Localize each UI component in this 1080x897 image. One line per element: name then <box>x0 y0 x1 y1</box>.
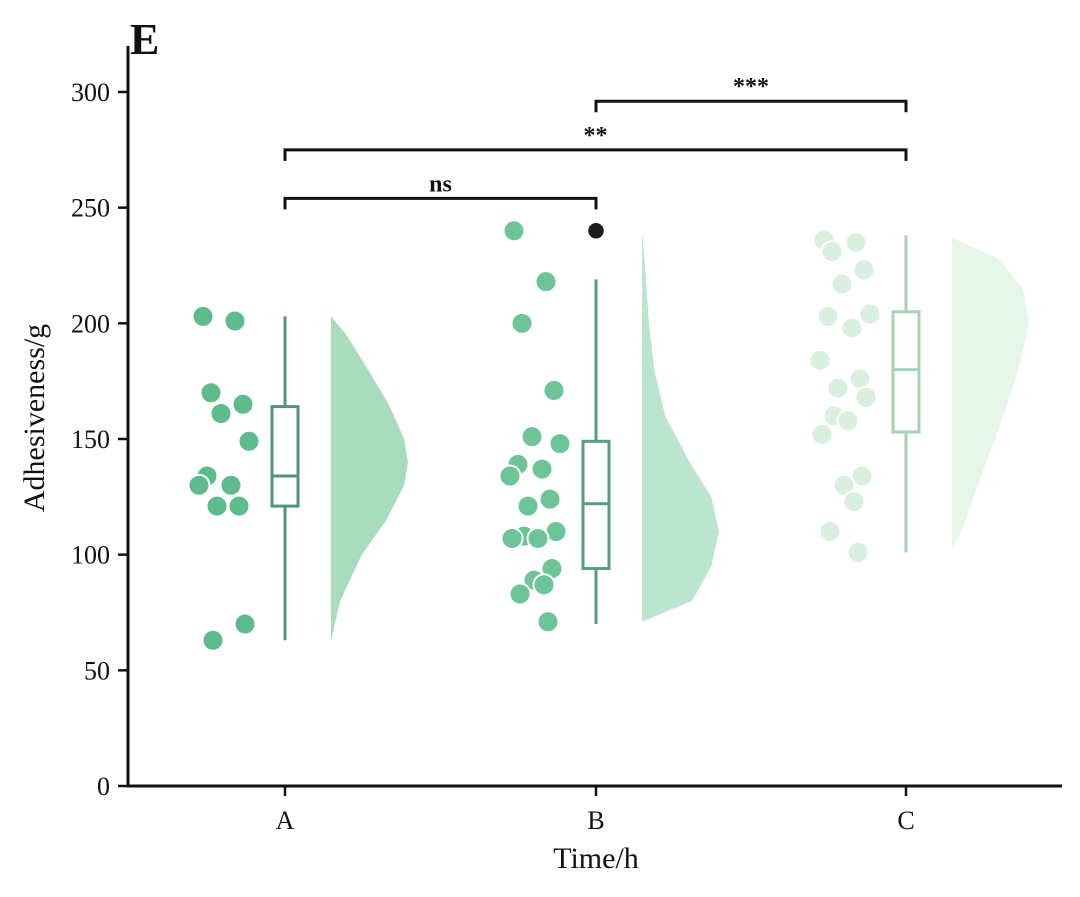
panel-label: E <box>130 15 159 64</box>
outlier-point <box>586 221 606 241</box>
data-point <box>844 230 868 254</box>
data-point <box>498 464 522 488</box>
data-point <box>846 540 870 564</box>
data-point <box>516 494 540 518</box>
data-point <box>508 582 532 606</box>
box-C <box>891 310 921 434</box>
y-tick-label: 300 <box>71 78 110 107</box>
data-point <box>842 489 866 513</box>
x-tick-label: B <box>587 806 604 835</box>
data-point <box>840 316 864 340</box>
data-point <box>808 348 832 372</box>
data-point <box>858 302 882 326</box>
significance-label: *** <box>733 74 769 100</box>
data-point <box>237 429 261 453</box>
data-point <box>816 304 840 328</box>
data-point <box>852 258 876 282</box>
data-point <box>231 392 255 416</box>
data-point <box>233 612 257 636</box>
data-point <box>548 432 572 456</box>
significance-label: ** <box>584 123 608 149</box>
axes: 0 50 100 150 200 250 300 A B C <box>71 46 1062 835</box>
significance-A-B: ns <box>283 171 598 210</box>
data-point <box>187 473 211 497</box>
x-tick-label: A <box>276 806 295 835</box>
data-point <box>209 402 233 426</box>
data-point <box>205 494 229 518</box>
data-point <box>526 526 550 550</box>
data-point <box>219 473 243 497</box>
data-point <box>832 473 856 497</box>
group-A <box>187 304 408 652</box>
data-point <box>538 487 562 511</box>
data-point <box>199 381 223 405</box>
data-point <box>820 240 844 264</box>
data-point <box>536 610 560 634</box>
data-point <box>542 378 566 402</box>
data-point <box>854 385 878 409</box>
data-point <box>227 494 251 518</box>
significance-B-C: *** <box>594 74 908 113</box>
data-point <box>502 219 526 243</box>
y-tick-label: 250 <box>71 194 110 223</box>
y-tick-label: 100 <box>71 541 110 570</box>
data-point <box>520 425 544 449</box>
significance-A-C: ** <box>283 123 908 161</box>
data-point <box>223 309 247 333</box>
y-tick-label: 50 <box>84 656 110 685</box>
density-C <box>952 237 1029 551</box>
data-point <box>850 464 874 488</box>
significance-layer: ns***** <box>283 74 908 210</box>
group-B <box>498 219 719 634</box>
x-axis-title: Time/h <box>553 842 639 875</box>
data-point <box>818 520 842 544</box>
data-point <box>530 457 554 481</box>
data-point <box>830 272 854 296</box>
data-point <box>510 311 534 335</box>
data-point <box>826 376 850 400</box>
x-tick-label: C <box>897 806 914 835</box>
box-A <box>270 405 300 508</box>
data-point <box>836 408 860 432</box>
significance-bracket <box>594 99 908 113</box>
significance-bracket <box>283 148 908 161</box>
y-tick-label: 150 <box>71 425 110 454</box>
y-tick-label: 200 <box>71 309 110 338</box>
density-B <box>642 230 719 622</box>
significance-bracket <box>283 196 598 210</box>
y-axis-title: Adhesiveness/g <box>18 324 51 512</box>
y-tick-label: 0 <box>97 772 110 801</box>
data-point <box>191 304 215 328</box>
data-point <box>534 270 558 294</box>
group-C <box>808 228 1029 564</box>
data-point <box>500 526 524 550</box>
groups-layer <box>187 219 1029 652</box>
significance-label: ns <box>429 171 452 197</box>
density-A <box>331 316 408 641</box>
data-point <box>201 628 225 652</box>
data-point <box>810 422 834 446</box>
data-point <box>532 573 556 597</box>
